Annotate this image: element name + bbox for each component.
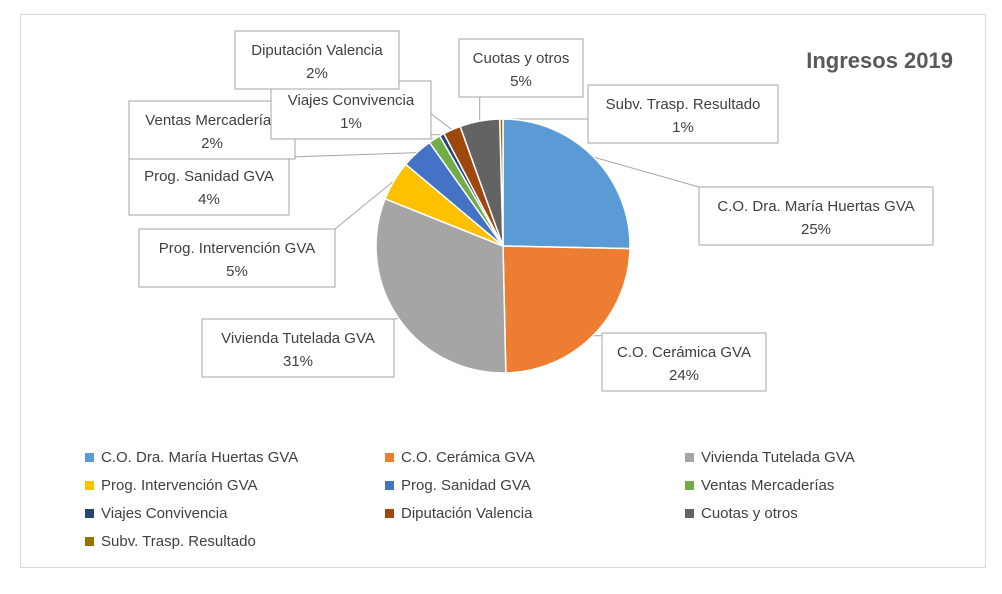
data-label: Viajes Convivencia 1%	[270, 80, 432, 140]
data-label-value: 4%	[198, 191, 220, 208]
data-label: Prog. Sanidad GVA 4%	[128, 156, 290, 216]
data-label-name: Diputación Valencia	[251, 42, 383, 59]
chart-frame: Ingresos 2019 C.O. Dra. María Huertas GV…	[20, 14, 986, 568]
legend-swatch	[85, 537, 94, 546]
legend-item: Cuotas y otros	[685, 505, 798, 522]
legend-label: C.O. Dra. María Huertas GVA	[101, 449, 298, 466]
legend-swatch	[685, 453, 694, 462]
chart-title: Ingresos 2019	[806, 48, 953, 73]
data-label: C.O. Cerámica GVA 24%	[601, 332, 767, 392]
data-label-box	[128, 100, 296, 160]
data-label-value: 2%	[306, 65, 328, 82]
leader-line	[593, 156, 700, 188]
data-label-value: 1%	[340, 115, 362, 132]
legend-swatch	[385, 453, 394, 462]
legend-label: C.O. Cerámica GVA	[401, 449, 535, 466]
data-label-name: C.O. Dra. María Huertas GVA	[717, 198, 914, 215]
data-label-name: Viajes Convivencia	[288, 92, 415, 109]
legend-label: Vivienda Tutelada GVA	[701, 449, 855, 466]
legend-swatch	[685, 509, 694, 518]
data-label-name: Cuotas y otros	[473, 50, 570, 67]
legend-label: Ventas Mercaderías	[701, 477, 834, 494]
leader-line	[334, 180, 395, 230]
legend-item: Ventas Mercaderías	[685, 477, 834, 494]
data-label-name: C.O. Cerámica GVA	[617, 344, 751, 361]
data-label-name: Vivienda Tutelada GVA	[221, 330, 375, 347]
data-label-value: 24%	[669, 367, 699, 384]
pie-slice	[502, 245, 631, 374]
data-label-callouts: C.O. Dra. María Huertas GVA 25% C.O. Cerám…	[128, 30, 934, 392]
legend-item: Vivienda Tutelada GVA	[685, 449, 855, 466]
data-label-value: 25%	[801, 221, 831, 238]
legend-item: Prog. Intervención GVA	[85, 477, 257, 494]
data-label: Prog. Intervención GVA 5%	[138, 228, 336, 288]
legend-item: C.O. Cerámica GVA	[385, 449, 535, 466]
pie-slice	[498, 118, 504, 247]
data-label-box	[201, 318, 395, 378]
legend-swatch	[385, 481, 394, 490]
data-label-box	[601, 332, 767, 392]
legend-label: Prog. Intervención GVA	[101, 477, 257, 494]
legend-label: Viajes Convivencia	[101, 505, 228, 522]
leader-line	[288, 152, 417, 158]
data-label-name: Subv. Trasp. Resultado	[606, 96, 761, 113]
legend-item: Subv. Trasp. Resultado	[85, 533, 256, 550]
pie-chart: Ingresos 2019 C.O. Dra. María Huertas GV…	[85, 30, 953, 550]
data-label: Diputación Valencia 2%	[234, 30, 400, 90]
legend-item: Prog. Sanidad GVA	[385, 477, 531, 494]
data-label-box	[270, 80, 432, 140]
legend-item: Diputación Valencia	[385, 505, 533, 522]
legend-swatch	[85, 453, 94, 462]
pie-slices	[375, 118, 631, 374]
data-label-value: 5%	[226, 263, 248, 280]
data-label-box	[128, 156, 290, 216]
legend-label: Diputación Valencia	[401, 505, 533, 522]
legend-item: Viajes Convivencia	[85, 505, 228, 522]
legend-swatch	[385, 509, 394, 518]
data-label-box	[234, 30, 400, 90]
data-label-name: Ventas Mercaderías	[145, 112, 278, 129]
data-label-box	[458, 38, 584, 98]
legend: C.O. Dra. María Huertas GVA C.O. Cerámica…	[85, 449, 855, 550]
pie-slice	[375, 197, 507, 374]
data-label-box	[138, 228, 336, 288]
data-label-box	[587, 84, 779, 144]
data-label: Cuotas y otros 5%	[458, 38, 584, 98]
legend-label: Prog. Sanidad GVA	[401, 477, 531, 494]
legend-item: C.O. Dra. María Huertas GVA	[85, 449, 298, 466]
data-label-name: Prog. Sanidad GVA	[144, 168, 274, 185]
data-label-value: 31%	[283, 353, 313, 370]
legend-swatch	[685, 481, 694, 490]
data-label-value: 5%	[510, 73, 532, 90]
data-label: C.O. Dra. María Huertas GVA 25%	[698, 186, 934, 246]
data-label: Subv. Trasp. Resultado 1%	[587, 84, 779, 144]
data-label: Vivienda Tutelada GVA 31%	[201, 318, 395, 378]
data-label-box	[698, 186, 934, 246]
pie-slice	[502, 118, 631, 250]
data-label: Ventas Mercaderías 2%	[128, 100, 296, 160]
data-label-value: 1%	[672, 119, 694, 136]
legend-swatch	[85, 481, 94, 490]
data-label-value: 2%	[201, 135, 223, 152]
data-label-name: Prog. Intervención GVA	[159, 240, 315, 257]
legend-swatch	[85, 509, 94, 518]
legend-label: Subv. Trasp. Resultado	[101, 533, 256, 550]
legend-label: Cuotas y otros	[701, 505, 798, 522]
